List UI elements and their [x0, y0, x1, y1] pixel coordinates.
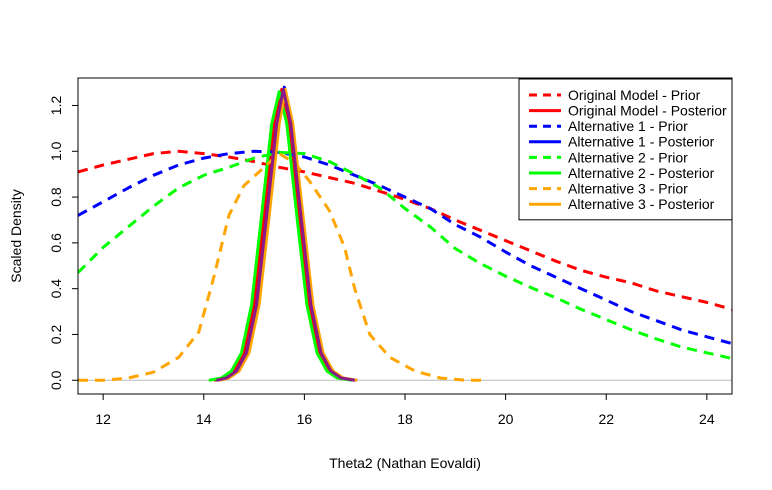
- y-tick-label: 0.4: [48, 279, 64, 299]
- legend-label: Original Model - Prior: [568, 87, 701, 103]
- x-tick-label: 24: [699, 411, 715, 427]
- y-tick-label: 0.2: [48, 325, 64, 345]
- legend-box: [518, 78, 733, 221]
- legend-label: Alternative 3 - Posterior: [568, 196, 715, 212]
- y-axis-label: Scaled Density: [8, 189, 24, 282]
- legend-label: Original Model - Posterior: [568, 103, 727, 119]
- series-line-5: [78, 150, 732, 360]
- x-tick-label: 18: [397, 411, 413, 427]
- legend-label: Alternative 1 - Prior: [568, 118, 688, 134]
- y-tick-label: 0.8: [48, 187, 64, 207]
- y-tick-label: 1.0: [48, 141, 64, 161]
- x-axis-label: Theta2 (Nathan Eovaldi): [329, 455, 481, 471]
- series-line-6: [208, 90, 353, 382]
- x-tick-label: 22: [598, 411, 614, 427]
- series-line-1: [78, 149, 732, 311]
- y-tick-label: 1.2: [48, 96, 64, 116]
- series-line-9: [215, 87, 355, 382]
- series-line-8: [218, 87, 358, 382]
- legend-label: Alternative 1 - Posterior: [568, 134, 715, 150]
- y-tick-label: 0.0: [48, 370, 64, 390]
- series-line-2: [213, 87, 355, 382]
- legend-label: Alternative 3 - Prior: [568, 181, 688, 197]
- x-tick-label: 14: [196, 411, 212, 427]
- legend-label: Alternative 2 - Prior: [568, 149, 688, 165]
- legend-label: Alternative 2 - Posterior: [568, 165, 715, 181]
- series-line-7: [78, 152, 486, 382]
- axis-layer: 12 14 16 18 20 22 24 0.0 0.2 0.4 0.6 0.8 1.0 1.2: [48, 96, 715, 427]
- series-line-3: [78, 149, 732, 346]
- y-tick-label: 0.6: [48, 233, 64, 253]
- x-tick-label: 16: [297, 411, 313, 427]
- x-tick-label: 20: [498, 411, 514, 427]
- series-layer: [78, 85, 732, 382]
- x-tick-label: 12: [95, 411, 111, 427]
